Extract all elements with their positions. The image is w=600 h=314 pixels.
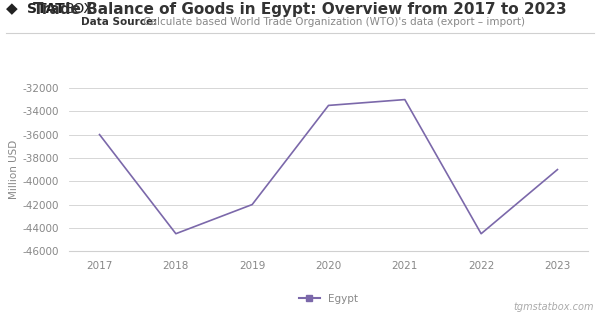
Legend: Egypt: Egypt: [295, 290, 362, 308]
Text: BOX: BOX: [65, 2, 94, 16]
Text: ◆: ◆: [6, 2, 18, 17]
Text: Trade Balance of Goods in Egypt: Overview from 2017 to 2023: Trade Balance of Goods in Egypt: Overvie…: [33, 2, 567, 17]
Text: Calculate based World Trade Organization (WTO)'s data (export – import): Calculate based World Trade Organization…: [140, 17, 525, 27]
Y-axis label: Million USD: Million USD: [8, 140, 19, 199]
Text: Data Source:: Data Source:: [81, 17, 157, 27]
Text: tgmstatbox.com: tgmstatbox.com: [514, 302, 594, 312]
Text: STAT: STAT: [27, 2, 65, 16]
